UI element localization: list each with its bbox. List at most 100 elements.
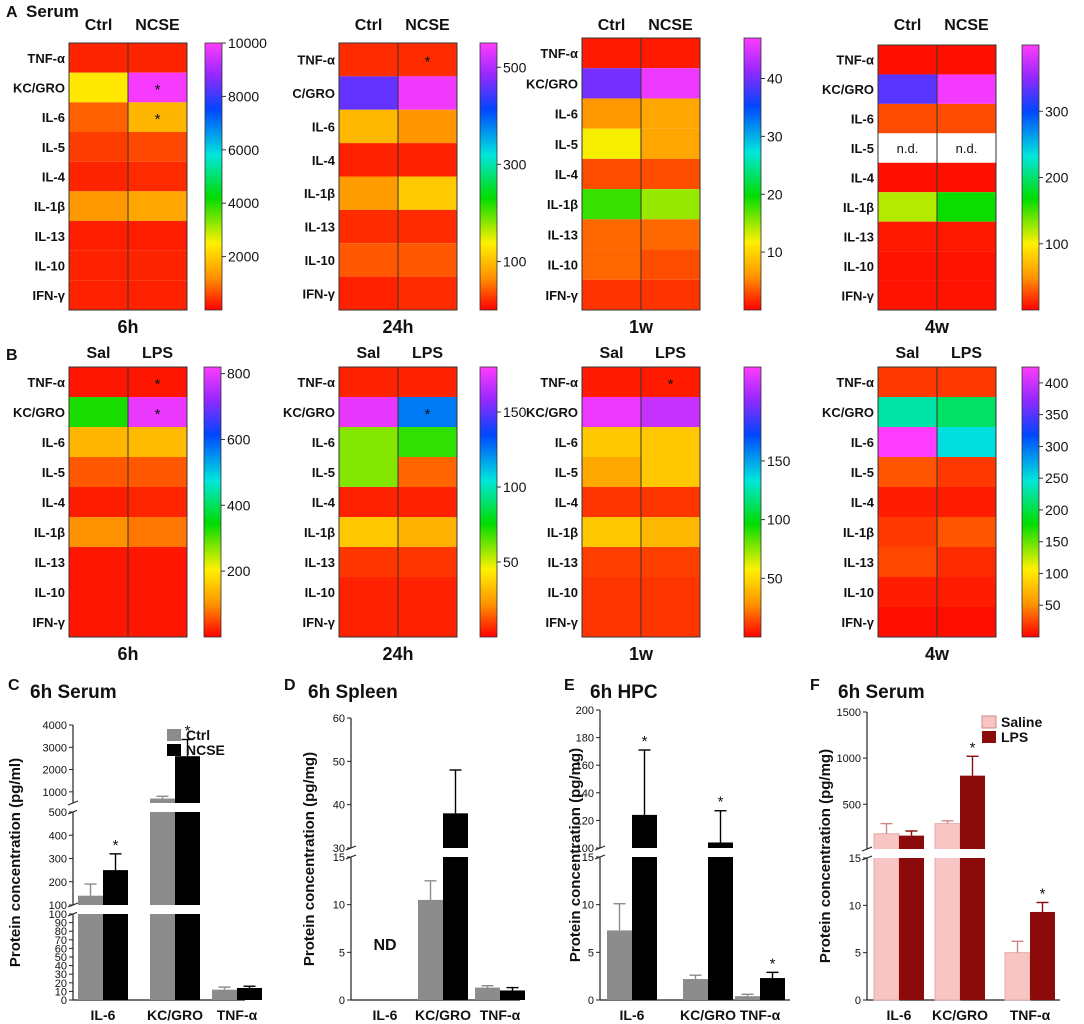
legend-label: NCSE bbox=[186, 742, 225, 758]
heatmap-cell bbox=[69, 517, 128, 547]
y-tick-label: 1500 bbox=[837, 707, 861, 719]
bar bbox=[899, 835, 924, 1000]
heatmap-cell bbox=[582, 577, 641, 607]
heatmap-cell bbox=[128, 427, 187, 457]
column-header: NCSE bbox=[944, 17, 989, 34]
y-tick-label: 140 bbox=[576, 788, 594, 800]
heatmap-cell bbox=[582, 189, 641, 220]
chart-title: 6h Spleen bbox=[308, 682, 398, 703]
colorbar-tick-label: 2000 bbox=[228, 249, 259, 265]
row-label: TNF-α bbox=[836, 375, 874, 390]
row-label: KC/GRO bbox=[13, 405, 65, 420]
chart-title: 6h Serum bbox=[838, 682, 925, 703]
heatmap-cell bbox=[641, 427, 700, 457]
heatmap-cell bbox=[128, 547, 187, 577]
row-label: IL-6 bbox=[851, 435, 874, 450]
row-label: IL-1β bbox=[843, 525, 874, 540]
heatmap-cell bbox=[582, 607, 641, 637]
heatmap-cell bbox=[69, 427, 128, 457]
row-label: IL-1β bbox=[304, 525, 335, 540]
heatmap-cell bbox=[937, 367, 996, 397]
colorbar bbox=[203, 366, 222, 638]
row-label: IL-5 bbox=[555, 465, 578, 480]
y-tick-label: 500 bbox=[49, 807, 67, 819]
heatmap-cell bbox=[398, 43, 457, 77]
heatmap-cell bbox=[398, 276, 457, 310]
bar bbox=[1030, 911, 1055, 1000]
bar-break bbox=[211, 905, 263, 914]
column-header: Ctrl bbox=[894, 17, 922, 34]
colorbar-tick-label: 150 bbox=[503, 404, 527, 420]
bar-break bbox=[606, 848, 658, 857]
row-a-title: Serum bbox=[26, 2, 79, 21]
y-tick-label: 5 bbox=[339, 947, 345, 959]
y-tick-label: 15 bbox=[849, 853, 861, 865]
heatmap-cell bbox=[582, 219, 641, 250]
colorbar-tick-label: 300 bbox=[1045, 438, 1069, 454]
bar bbox=[607, 930, 632, 1000]
heatmap-cell bbox=[937, 74, 996, 104]
significance-marker: * bbox=[155, 82, 161, 99]
legend-swatch bbox=[981, 715, 997, 729]
x-tick-label: TNF-α bbox=[1010, 1007, 1051, 1023]
heatmap-cell bbox=[128, 132, 187, 162]
y-tick-label: 1000 bbox=[837, 753, 861, 765]
column-header: Sal bbox=[356, 345, 380, 362]
heatmap-cell bbox=[641, 487, 700, 517]
row-label: IL-13 bbox=[35, 555, 65, 570]
colorbar-tick-label: 100 bbox=[1045, 236, 1069, 252]
y-tick-label: 90 bbox=[55, 918, 67, 930]
significance-marker: * bbox=[155, 376, 161, 393]
legend-label: Saline bbox=[1001, 714, 1042, 730]
row-label: IL-4 bbox=[312, 153, 336, 168]
colorbar-tick-label: 50 bbox=[1045, 597, 1061, 613]
heatmap-b-6h: Sal LPS TNF-α * KC/GRO * IL-6 IL-5 IL-4 IL-1β IL-1… bbox=[13, 345, 251, 664]
row-label: IFN-γ bbox=[33, 615, 66, 630]
heatmap-cell bbox=[878, 397, 937, 427]
colorbar-tick-label: 400 bbox=[1045, 375, 1069, 391]
y-tick-label: 1000 bbox=[43, 787, 67, 799]
heatmap-cell bbox=[878, 607, 937, 637]
significance-marker: * bbox=[155, 406, 161, 423]
y-tick-label: 200 bbox=[576, 705, 594, 717]
y-tick-label: 80 bbox=[55, 926, 67, 938]
significance-marker: * bbox=[770, 955, 776, 972]
row-label: IL-5 bbox=[42, 140, 65, 155]
heatmap-cell bbox=[69, 102, 128, 132]
colorbar-tick-label: 50 bbox=[767, 570, 783, 586]
heatmap-cell bbox=[582, 98, 641, 129]
significance-marker: * bbox=[425, 406, 431, 423]
heatmap-cell bbox=[128, 250, 187, 281]
row-label: IL-10 bbox=[35, 585, 65, 600]
colorbar-tick-label: 100 bbox=[1045, 565, 1069, 581]
heatmap-cell bbox=[128, 102, 187, 132]
timepoint-label: 24h bbox=[382, 644, 413, 664]
column-header: Sal bbox=[895, 345, 919, 362]
heatmap-cell bbox=[937, 487, 996, 517]
heatmap-cell bbox=[937, 427, 996, 457]
colorbar-tick-label: 150 bbox=[767, 453, 791, 469]
axis-break bbox=[861, 855, 873, 861]
bar bbox=[683, 979, 708, 1000]
heatmap-cell bbox=[398, 577, 457, 607]
significance-marker: * bbox=[185, 722, 191, 739]
heatmap-cell bbox=[398, 243, 457, 277]
bar-break bbox=[417, 848, 469, 857]
heatmap-cell bbox=[878, 251, 937, 281]
timepoint-label: 6h bbox=[117, 644, 138, 664]
heatmap-cell bbox=[339, 176, 398, 210]
y-tick-label: 50 bbox=[333, 756, 345, 768]
heatmap-cell bbox=[128, 43, 187, 73]
y-tick-label: 200 bbox=[49, 877, 67, 889]
colorbar-tick-label: 200 bbox=[1045, 170, 1069, 186]
bar-break bbox=[734, 848, 786, 857]
row-label: IL-10 bbox=[305, 585, 335, 600]
colorbar bbox=[204, 42, 223, 311]
bar bbox=[960, 775, 985, 1000]
heatmap-cell bbox=[339, 397, 398, 427]
y-tick-label: 0 bbox=[339, 995, 345, 1007]
row-label: IFN-γ bbox=[303, 615, 336, 630]
heatmap-cell bbox=[878, 427, 937, 457]
significance-marker: * bbox=[642, 733, 648, 750]
bar bbox=[500, 990, 525, 1000]
